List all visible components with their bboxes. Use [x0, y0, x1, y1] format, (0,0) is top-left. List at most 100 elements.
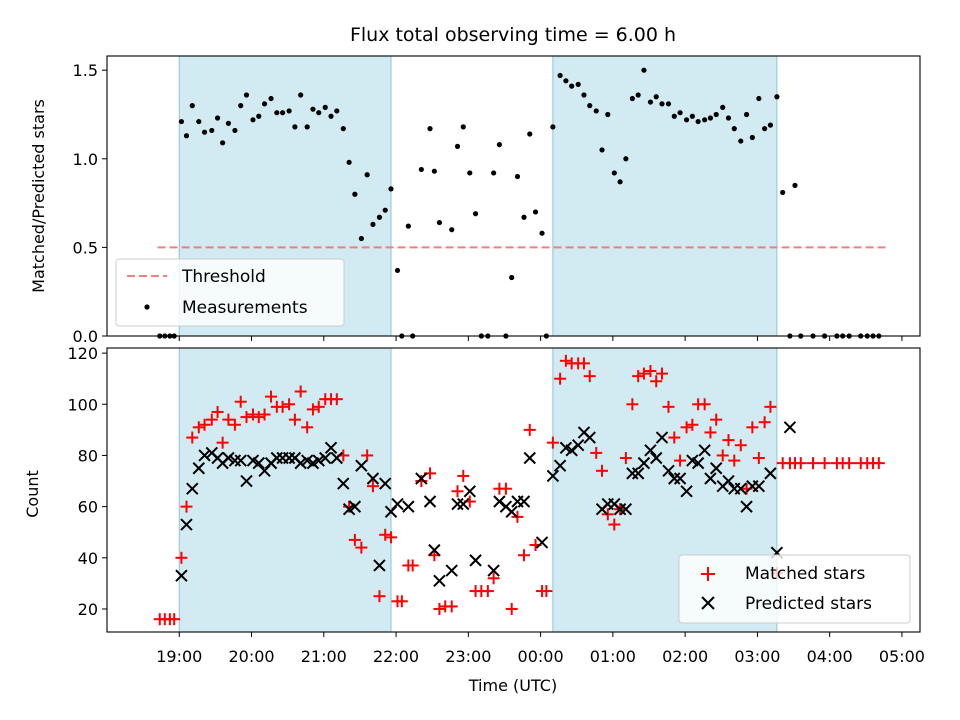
bottom-x-tick-label-6: 01:00 [590, 647, 636, 666]
predicted-star-point-13 [252, 456, 265, 470]
measurement-point-91 [707, 115, 714, 121]
matched-star-point-6 [186, 431, 199, 444]
matched-star-point-59 [505, 602, 518, 615]
matched-star-point-41 [395, 595, 408, 608]
measurement-point-16 [250, 117, 256, 123]
predicted-star-point-46 [487, 564, 500, 577]
bottom-y-axis: 20 40 60 80 100 120 [67, 344, 107, 619]
measurement-point-66 [557, 72, 563, 79]
measurement-point-62 [532, 209, 539, 215]
matched-star-point-71 [577, 357, 590, 370]
matched-star-point-95 [722, 434, 735, 447]
measurement-point-25 [304, 124, 310, 130]
predicted-star-point-30 [355, 459, 368, 472]
measurement-point-59 [514, 173, 521, 180]
measurement-point-83 [659, 101, 665, 107]
bottom-y-tick-label-0: 20 [78, 600, 98, 619]
predicted-star-point-67 [631, 467, 645, 480]
measurement-point-37 [376, 214, 383, 220]
predicted-star-point-11 [240, 474, 253, 488]
matched-star-point-80 [632, 370, 645, 383]
measurement-point-17 [256, 113, 262, 119]
measurement-point-73 [599, 147, 605, 153]
top-y-axis-label: Matched/Predicted stars [29, 99, 48, 293]
matched-star-point-44 [415, 475, 428, 488]
measurement-point-90 [702, 117, 708, 123]
bottom-x-tick-label-1: 20:00 [228, 647, 274, 666]
matched-star-point-37 [373, 590, 386, 603]
predicted-star-point-44 [463, 485, 476, 498]
predicted-star-point-65 [619, 502, 633, 516]
measurement-point-92 [713, 111, 719, 118]
measurement-point-76 [617, 179, 623, 185]
matched-star-point-16 [246, 408, 259, 421]
top-panel: 0.0 0.5 1.0 1.5 Matched/Predicted stars Thr… [29, 55, 921, 346]
matched-star-point-101 [758, 416, 771, 429]
measurement-point-71 [587, 103, 593, 109]
predicted-star-point-51 [517, 495, 531, 508]
measurement-point-45 [427, 126, 433, 132]
measurement-point-49 [454, 143, 461, 149]
predicted-star-point-23 [312, 454, 325, 467]
matched-star-point-89 [686, 418, 699, 431]
matched-star-point-26 [306, 403, 319, 416]
matched-star-point-109 [818, 457, 831, 470]
matched-star-point-36 [366, 480, 379, 493]
predicted-star-point-29 [348, 500, 362, 513]
measurement-point-35 [364, 172, 370, 178]
bottom-y-tick-label-4: 100 [67, 395, 98, 414]
measurement-point-8 [201, 129, 208, 135]
measurement-point-86 [677, 110, 683, 116]
measurement-point-46 [431, 168, 437, 174]
matched-star-point-38 [379, 528, 392, 541]
predicted-star-point-25 [324, 441, 338, 454]
matched-star-point-76 [608, 518, 621, 531]
matched-star-point-85 [662, 400, 675, 413]
predicted-star-point-68 [637, 456, 651, 470]
top-legend-box [115, 258, 345, 327]
matched-star-point-18 [258, 408, 271, 421]
measurement-point-98 [749, 134, 755, 141]
bottom-shaded-interval-0 [178, 347, 392, 633]
measurement-point-20 [274, 110, 280, 116]
matched-star-point-62 [523, 423, 536, 436]
predicted-star-point-0 [175, 569, 188, 582]
matched-star-point-55 [481, 585, 494, 598]
measurement-point-12 [225, 120, 232, 126]
top-y-tick-label-1: 0.5 [73, 238, 98, 257]
measurement-point-84 [665, 101, 672, 107]
predicted-star-point-84 [734, 482, 747, 495]
bottom-legend: Matched stars Predicted stars [678, 554, 911, 624]
predicted-star-point-75 [680, 485, 693, 498]
matched-star-point-35 [361, 449, 374, 462]
matched-star-point-43 [406, 559, 419, 572]
bottom-y-tick-label-5: 120 [67, 344, 98, 363]
measurement-point-30 [334, 108, 340, 114]
measurement-point-105 [792, 182, 798, 188]
predicted-star-point-18 [282, 451, 296, 465]
measurement-point-63 [539, 230, 545, 236]
predicted-star-point-32 [373, 559, 386, 572]
matched-star-point-9 [205, 413, 218, 426]
chart-title: Flux total observing time = 6.00 h [350, 24, 676, 46]
top-legend: Threshold Measurements [115, 258, 345, 327]
measurement-point-69 [575, 81, 581, 87]
predicted-star-point-1 [180, 518, 193, 531]
matched-star-point-49 [445, 600, 458, 613]
matched-star-point-3 [168, 613, 181, 626]
predicted-star-point-35 [391, 497, 404, 511]
measurement-point-87 [683, 117, 690, 123]
measurement-point-97 [743, 111, 750, 118]
matched-star-point-66 [546, 436, 559, 449]
matched-star-point-112 [843, 457, 856, 470]
predicted-star-point-72 [662, 464, 675, 478]
predicted-star-point-24 [319, 451, 332, 465]
measurement-point-100 [762, 126, 768, 132]
bottom-x-axis-label: Time (UTC) [468, 676, 557, 695]
matched-star-point-19 [265, 390, 278, 403]
predicted-star-point-26 [330, 451, 344, 465]
predicted-star-point-37 [415, 472, 428, 485]
top-y-axis: 0.0 0.5 1.0 1.5 [73, 61, 107, 346]
measurement-point-10 [214, 115, 221, 121]
